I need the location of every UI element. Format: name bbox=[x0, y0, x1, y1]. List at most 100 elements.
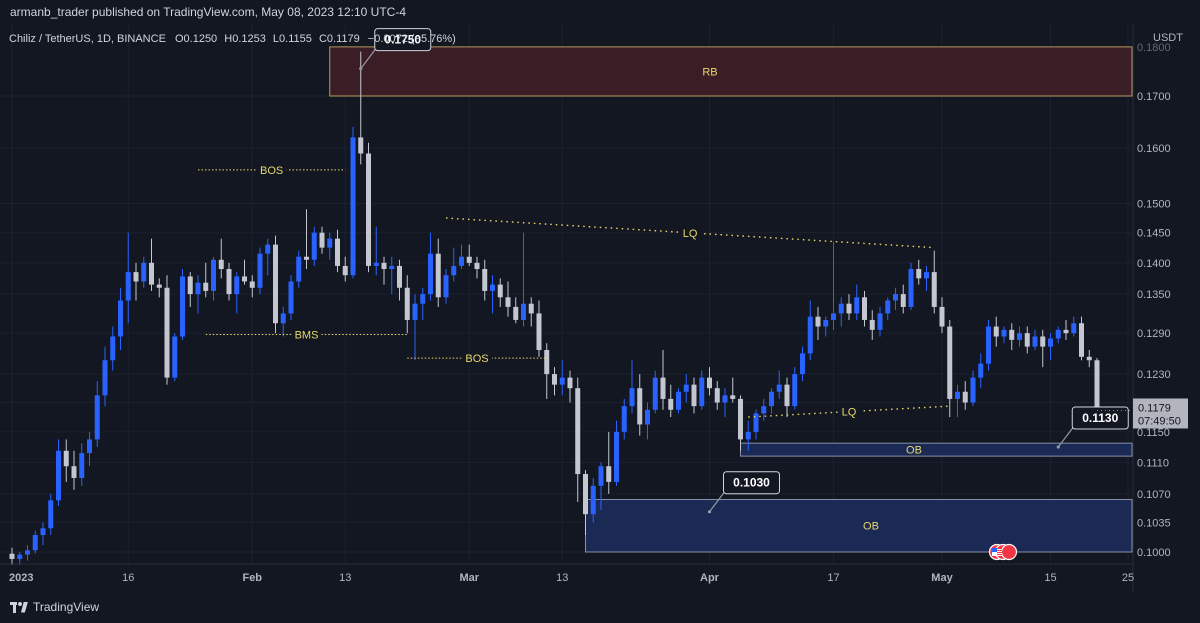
candle-body bbox=[776, 384, 782, 392]
candle-body bbox=[567, 377, 573, 389]
candle-body bbox=[17, 554, 23, 559]
liquidity-line bbox=[748, 405, 950, 418]
candle-body bbox=[63, 450, 69, 467]
candle-body bbox=[590, 485, 596, 515]
x-tick-label: Feb bbox=[242, 572, 262, 584]
y-tick-label: 0.1230 bbox=[1137, 369, 1171, 381]
callout-box[interactable] bbox=[374, 28, 432, 52]
candle-body bbox=[877, 313, 883, 330]
brand-name: TradingView bbox=[33, 600, 100, 614]
candle-body bbox=[955, 391, 960, 399]
legend-low-label: L bbox=[273, 33, 279, 45]
candle-body bbox=[978, 363, 984, 378]
candle-body bbox=[668, 398, 674, 410]
tradingview-logo[interactable]: TradingView bbox=[10, 600, 99, 614]
candle-body bbox=[428, 253, 433, 295]
candle-body bbox=[94, 395, 100, 440]
footer-bar: TradingView bbox=[0, 592, 1200, 623]
candle-body bbox=[118, 300, 123, 337]
candle-body bbox=[1094, 360, 1100, 411]
candle-body bbox=[784, 384, 790, 407]
tradingview-logo-icon bbox=[10, 601, 28, 613]
candle-body bbox=[645, 409, 650, 425]
candle-body bbox=[1063, 329, 1069, 334]
flag-canton-icon bbox=[992, 548, 997, 552]
candle-body bbox=[838, 303, 844, 314]
time-axis[interactable]: 2023 16 Feb 13 Mar 13 Apr 17 May 15 25 bbox=[0, 563, 1134, 584]
candle-body bbox=[288, 281, 294, 314]
legend-high-label: H bbox=[224, 33, 232, 45]
candle-body bbox=[497, 284, 503, 298]
candle-body bbox=[397, 265, 402, 288]
zone-label: OB bbox=[906, 445, 922, 457]
zone-label: RB bbox=[702, 66, 717, 78]
callout-box[interactable] bbox=[723, 471, 780, 495]
candle-body bbox=[637, 388, 643, 425]
candle-body bbox=[1055, 329, 1061, 339]
candle-body bbox=[257, 253, 263, 288]
candle-body bbox=[1001, 329, 1007, 337]
callout-anchor bbox=[707, 510, 712, 514]
candle-body bbox=[71, 466, 77, 478]
chart-area[interactable]: RB OB OB BOS BMS BOS LQ LQ 0.1750 0.1130 0.1030 … bbox=[0, 24, 1200, 592]
candle-body bbox=[404, 287, 410, 320]
candle-body bbox=[242, 276, 247, 282]
candle-body bbox=[559, 377, 565, 385]
y-tick-label: 0.1150 bbox=[1137, 427, 1170, 439]
grid bbox=[0, 24, 1132, 564]
candle-body bbox=[350, 137, 356, 276]
candle-body bbox=[962, 391, 968, 403]
candle-body bbox=[451, 265, 457, 276]
event-flags[interactable] bbox=[988, 543, 1018, 561]
zone-box bbox=[329, 46, 1133, 97]
zone-box bbox=[585, 498, 1133, 553]
y-tick-label: 0.1035 bbox=[1137, 517, 1171, 529]
candle-body bbox=[234, 276, 240, 295]
zone-label: OB bbox=[863, 521, 879, 533]
candle-body bbox=[513, 306, 519, 320]
structure-label-bg bbox=[256, 162, 287, 177]
candle-body bbox=[443, 275, 449, 298]
legend-open: 0.1250 bbox=[184, 33, 218, 45]
candle-body bbox=[583, 474, 588, 515]
candle-body bbox=[296, 256, 302, 282]
liquidity-label: LQ bbox=[842, 407, 857, 419]
candle-body bbox=[931, 272, 937, 307]
publisher-bar: armanb_trader published on TradingView.c… bbox=[0, 0, 1200, 24]
callout-value: 0.1130 bbox=[1082, 411, 1118, 425]
legend-low: 0.1155 bbox=[279, 33, 312, 45]
y-tick-label: 0.1350 bbox=[1137, 289, 1171, 301]
candle-body bbox=[745, 431, 751, 440]
candle-body bbox=[916, 269, 922, 279]
candle-body bbox=[280, 313, 286, 324]
y-tick-label: 0.1800 bbox=[1137, 42, 1171, 54]
event-flag-icon[interactable] bbox=[1000, 543, 1018, 561]
candle-body bbox=[1017, 333, 1022, 340]
price-axis[interactable]: USDT 0.1700 0.1600 0.1500 0.1450 0.1400 0.135… bbox=[1132, 24, 1200, 592]
y-tick-label: 0.1070 bbox=[1137, 489, 1171, 501]
legend-close: 0.1179 bbox=[327, 33, 360, 45]
candle-body bbox=[823, 319, 829, 327]
callout-box[interactable] bbox=[1071, 406, 1129, 430]
candle-body bbox=[676, 391, 681, 410]
x-tick-label: Apr bbox=[700, 572, 720, 584]
axis-currency: USDT bbox=[1153, 32, 1183, 44]
candle-body bbox=[474, 262, 480, 270]
candle-body bbox=[1009, 329, 1015, 340]
candle-body bbox=[1032, 336, 1038, 347]
candle-body bbox=[629, 388, 635, 407]
legend-high: 0.1253 bbox=[232, 33, 266, 45]
candle-body bbox=[187, 276, 193, 295]
candle-body bbox=[335, 238, 340, 266]
candle-body bbox=[87, 439, 92, 454]
candle-body bbox=[466, 256, 472, 263]
structure-label: BMS bbox=[295, 330, 319, 342]
candle-body bbox=[900, 294, 906, 307]
candle-body bbox=[885, 300, 891, 314]
candle-body bbox=[753, 413, 759, 432]
structure-label-bg bbox=[291, 327, 322, 342]
x-tick-label: 15 bbox=[1044, 572, 1056, 584]
candle-body bbox=[1024, 333, 1030, 347]
